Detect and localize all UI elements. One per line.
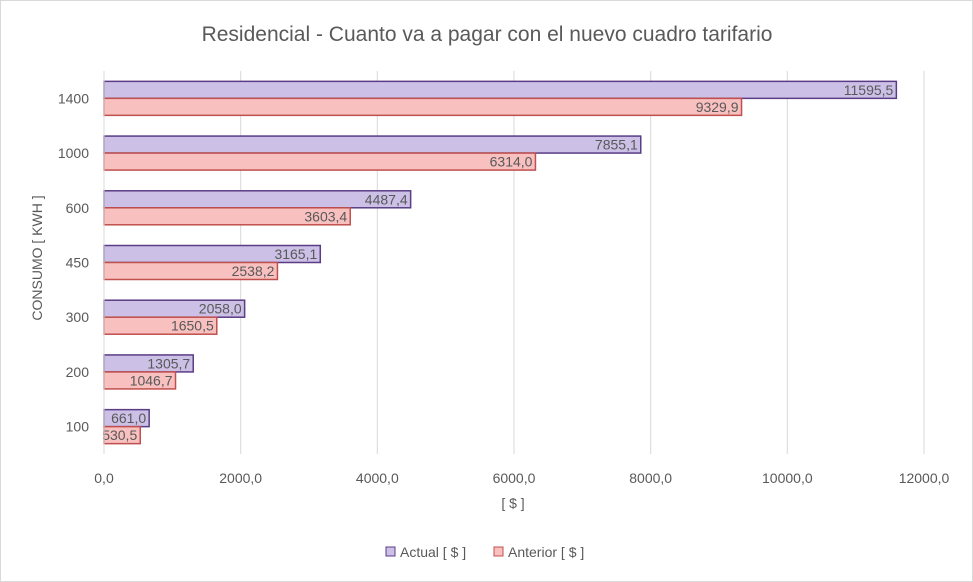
x-tick-label: 0,0: [94, 470, 114, 486]
x-axis-title: [ $ ]: [501, 495, 524, 511]
data-label: 11595,5: [844, 82, 894, 98]
data-label: 2058,0: [199, 301, 242, 317]
bar-anterior: [103, 152, 537, 171]
bar-anterior: [103, 97, 743, 117]
y-tick-label: 600: [66, 200, 90, 216]
legend-swatch: [385, 546, 396, 557]
legend-label: Anterior [ $ ]: [508, 544, 584, 560]
data-label: 7855,1: [595, 137, 638, 153]
data-label: 1305,7: [147, 355, 190, 371]
y-tick-label: 1400: [58, 90, 89, 106]
bar-actual: [103, 80, 898, 100]
x-axis-ticks: 0,0 2000,0 4000,0 6000,0 8000,0 10000,0 12000,…: [94, 470, 949, 486]
legend-swatch: [493, 546, 504, 557]
legend-label: Actual [ $ ]: [400, 544, 466, 560]
data-label: 6314,0: [490, 154, 533, 170]
data-label: 2538,2: [232, 263, 275, 279]
bars: [103, 80, 898, 445]
x-tick-label: 10000,0: [762, 470, 813, 486]
y-axis-ticks: 100 200 300 450 600 1000 1400: [58, 90, 89, 434]
x-tick-label: 8000,0: [629, 470, 672, 486]
x-tick-label: 2000,0: [219, 470, 262, 486]
data-label: 1650,5: [171, 318, 214, 334]
data-label: 1046,7: [130, 372, 173, 388]
y-tick-label: 1000: [58, 145, 89, 161]
legend: Actual [ $ ] Anterior [ $ ]: [385, 544, 584, 560]
data-label: 661,0: [111, 410, 146, 426]
data-label: 530,5: [102, 427, 137, 443]
data-label: 3603,4: [304, 208, 347, 224]
data-label: 4487,4: [365, 191, 408, 207]
x-tick-label: 4000,0: [356, 470, 399, 486]
y-tick-label: 450: [66, 255, 90, 271]
gridlines: [240, 71, 925, 454]
y-tick-label: 300: [66, 309, 90, 325]
y-tick-label: 100: [66, 419, 90, 435]
y-tick-label: 200: [66, 364, 90, 380]
bar-actual: [103, 135, 642, 154]
data-label: 3165,1: [274, 246, 317, 262]
chart-title: Residencial - Cuanto va a pagar con el n…: [202, 23, 773, 46]
y-axis-title: CONSUMO [ KWH ]: [29, 195, 45, 320]
x-tick-label: 6000,0: [493, 470, 536, 486]
x-tick-label: 12000,0: [899, 470, 950, 486]
data-label: 9329,9: [696, 99, 739, 115]
